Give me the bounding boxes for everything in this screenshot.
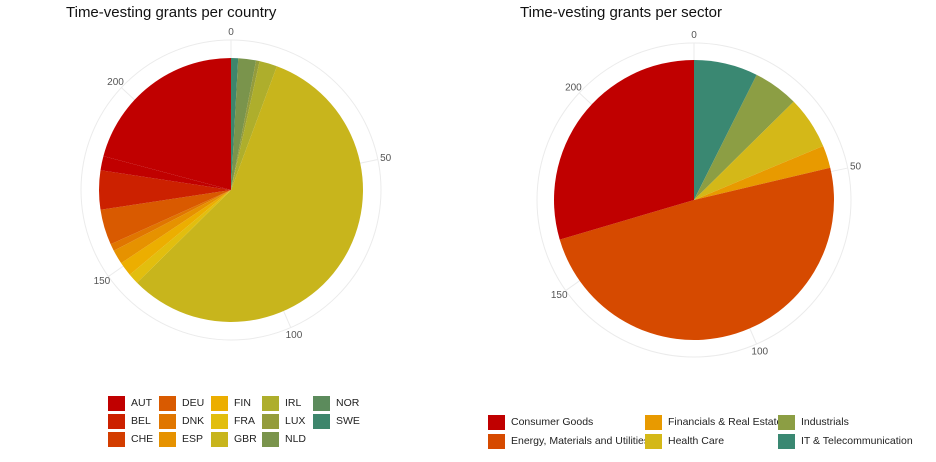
legend-label: DNK — [182, 415, 205, 427]
legend-swatch — [108, 395, 125, 411]
legend-item: Health Care — [645, 433, 724, 449]
legend-swatch — [211, 431, 228, 447]
legend-item: DNK — [159, 413, 204, 429]
legend-item: Energy, Materials and Utilities — [488, 433, 649, 449]
pie-slice-energy-materials-and-utilities — [559, 167, 834, 340]
pie-slice-aut — [103, 58, 231, 190]
legend-label: IT & Telecommunication — [801, 435, 913, 447]
legend-item: NLD — [262, 431, 306, 447]
country-pie-chart: 0 50 100 150 200 — [80, 27, 392, 341]
legend-item: BEL — [108, 413, 151, 429]
legend-item: Financials & Real Estate — [645, 414, 782, 430]
legend-label: BEL — [131, 415, 151, 427]
legend-swatch — [778, 414, 795, 430]
tick-label: 150 — [94, 276, 111, 287]
pie-slice-bel — [99, 170, 231, 210]
legend-swatch — [262, 431, 279, 447]
legend-label: SWE — [336, 415, 360, 427]
tick-label: 200 — [565, 82, 582, 93]
legend-label: FIN — [234, 397, 251, 409]
legend-swatch — [262, 413, 279, 429]
legend-swatch — [488, 414, 505, 430]
pie-slice-aut — [100, 156, 231, 190]
pie-slice-it-telecommunication — [694, 60, 757, 200]
legend-item: FRA — [211, 413, 255, 429]
legend-item: GBR — [211, 431, 257, 447]
legend-swatch — [778, 433, 795, 449]
pie-slice-consumer-goods — [554, 60, 694, 240]
legend-swatch — [488, 433, 505, 449]
pie-slice-fra — [129, 190, 231, 283]
pie-slice-financials-real-estate — [694, 145, 831, 200]
legend-swatch — [262, 395, 279, 411]
legend-swatch — [159, 431, 176, 447]
pie-slice-gbr — [137, 66, 363, 322]
legend-swatch — [159, 395, 176, 411]
pie-slice-swe — [231, 58, 239, 190]
legend-item: IT & Telecommunication — [778, 433, 913, 449]
legend-item: LUX — [262, 413, 305, 429]
legend-label: FRA — [234, 415, 255, 427]
legend-item: Industrials — [778, 414, 849, 430]
legend-label: GBR — [234, 433, 257, 445]
sector-chart-panel: Time-vesting grants per sector 0 50 100 150… — [468, 0, 936, 462]
legend-swatch — [211, 395, 228, 411]
pie-slice-fin — [121, 190, 231, 275]
legend-item: IRL — [262, 395, 301, 411]
legend-swatch — [211, 413, 228, 429]
legend-item: FIN — [211, 395, 251, 411]
legend-item: Consumer Goods — [488, 414, 593, 430]
pie-slice-esp — [113, 190, 231, 264]
chart-title-sector: Time-vesting grants per sector — [520, 4, 723, 21]
legend-swatch — [108, 431, 125, 447]
tick-label: 0 — [228, 27, 234, 38]
legend-label: Industrials — [801, 416, 849, 428]
legend-label: IRL — [285, 397, 302, 409]
country-chart-panel: Time-vesting grants per country 0 50 100 15… — [66, 4, 392, 447]
legend-label: Financials & Real Estate — [668, 416, 783, 428]
legend-label: Health Care — [668, 435, 725, 447]
tick-label: 100 — [751, 346, 768, 357]
pie-slice-health-care — [694, 101, 824, 200]
tick-label: 200 — [107, 77, 124, 88]
legend-item: ESP — [159, 431, 203, 447]
chart-title-country: Time-vesting grants per country — [66, 4, 277, 21]
legend-label: LUX — [285, 415, 306, 427]
pie-slice-irl — [231, 61, 277, 191]
legend-item: DEU — [159, 395, 204, 411]
tick-label: 50 — [850, 161, 862, 172]
legend-label: CHE — [131, 433, 154, 445]
legend-swatch — [108, 413, 125, 429]
legend-swatch — [645, 433, 662, 449]
tick-label: 100 — [286, 330, 303, 341]
legend-swatch — [159, 413, 176, 429]
legend-label: Consumer Goods — [511, 416, 594, 428]
tick-label: 0 — [691, 30, 697, 41]
pie-slice-industrials — [694, 74, 794, 200]
legend-label: NOR — [336, 397, 360, 409]
legend-swatch — [645, 414, 662, 430]
legend-label: DEU — [182, 397, 205, 409]
sector-pie-chart: 0 50 100 150 200 — [536, 30, 862, 358]
pie-slice-dnk — [110, 190, 231, 251]
legend-label: Energy, Materials and Utilities — [511, 435, 650, 447]
tick-label: 150 — [551, 290, 568, 301]
legend-item: CHE — [108, 431, 153, 447]
pie-slice-nld — [231, 58, 257, 191]
tick-label: 50 — [380, 153, 392, 164]
legend-swatch — [313, 395, 330, 411]
legend-label: ESP — [182, 433, 204, 445]
legend-label: NLD — [285, 433, 307, 445]
legend-item: AUT — [108, 395, 152, 411]
legend-item: SWE — [313, 413, 360, 429]
legend-item: NOR — [313, 395, 359, 411]
legend-label: AUT — [131, 397, 152, 409]
pie-slice-deu — [100, 190, 231, 245]
pie-slice-lux — [231, 60, 260, 191]
legend-swatch — [313, 413, 330, 429]
